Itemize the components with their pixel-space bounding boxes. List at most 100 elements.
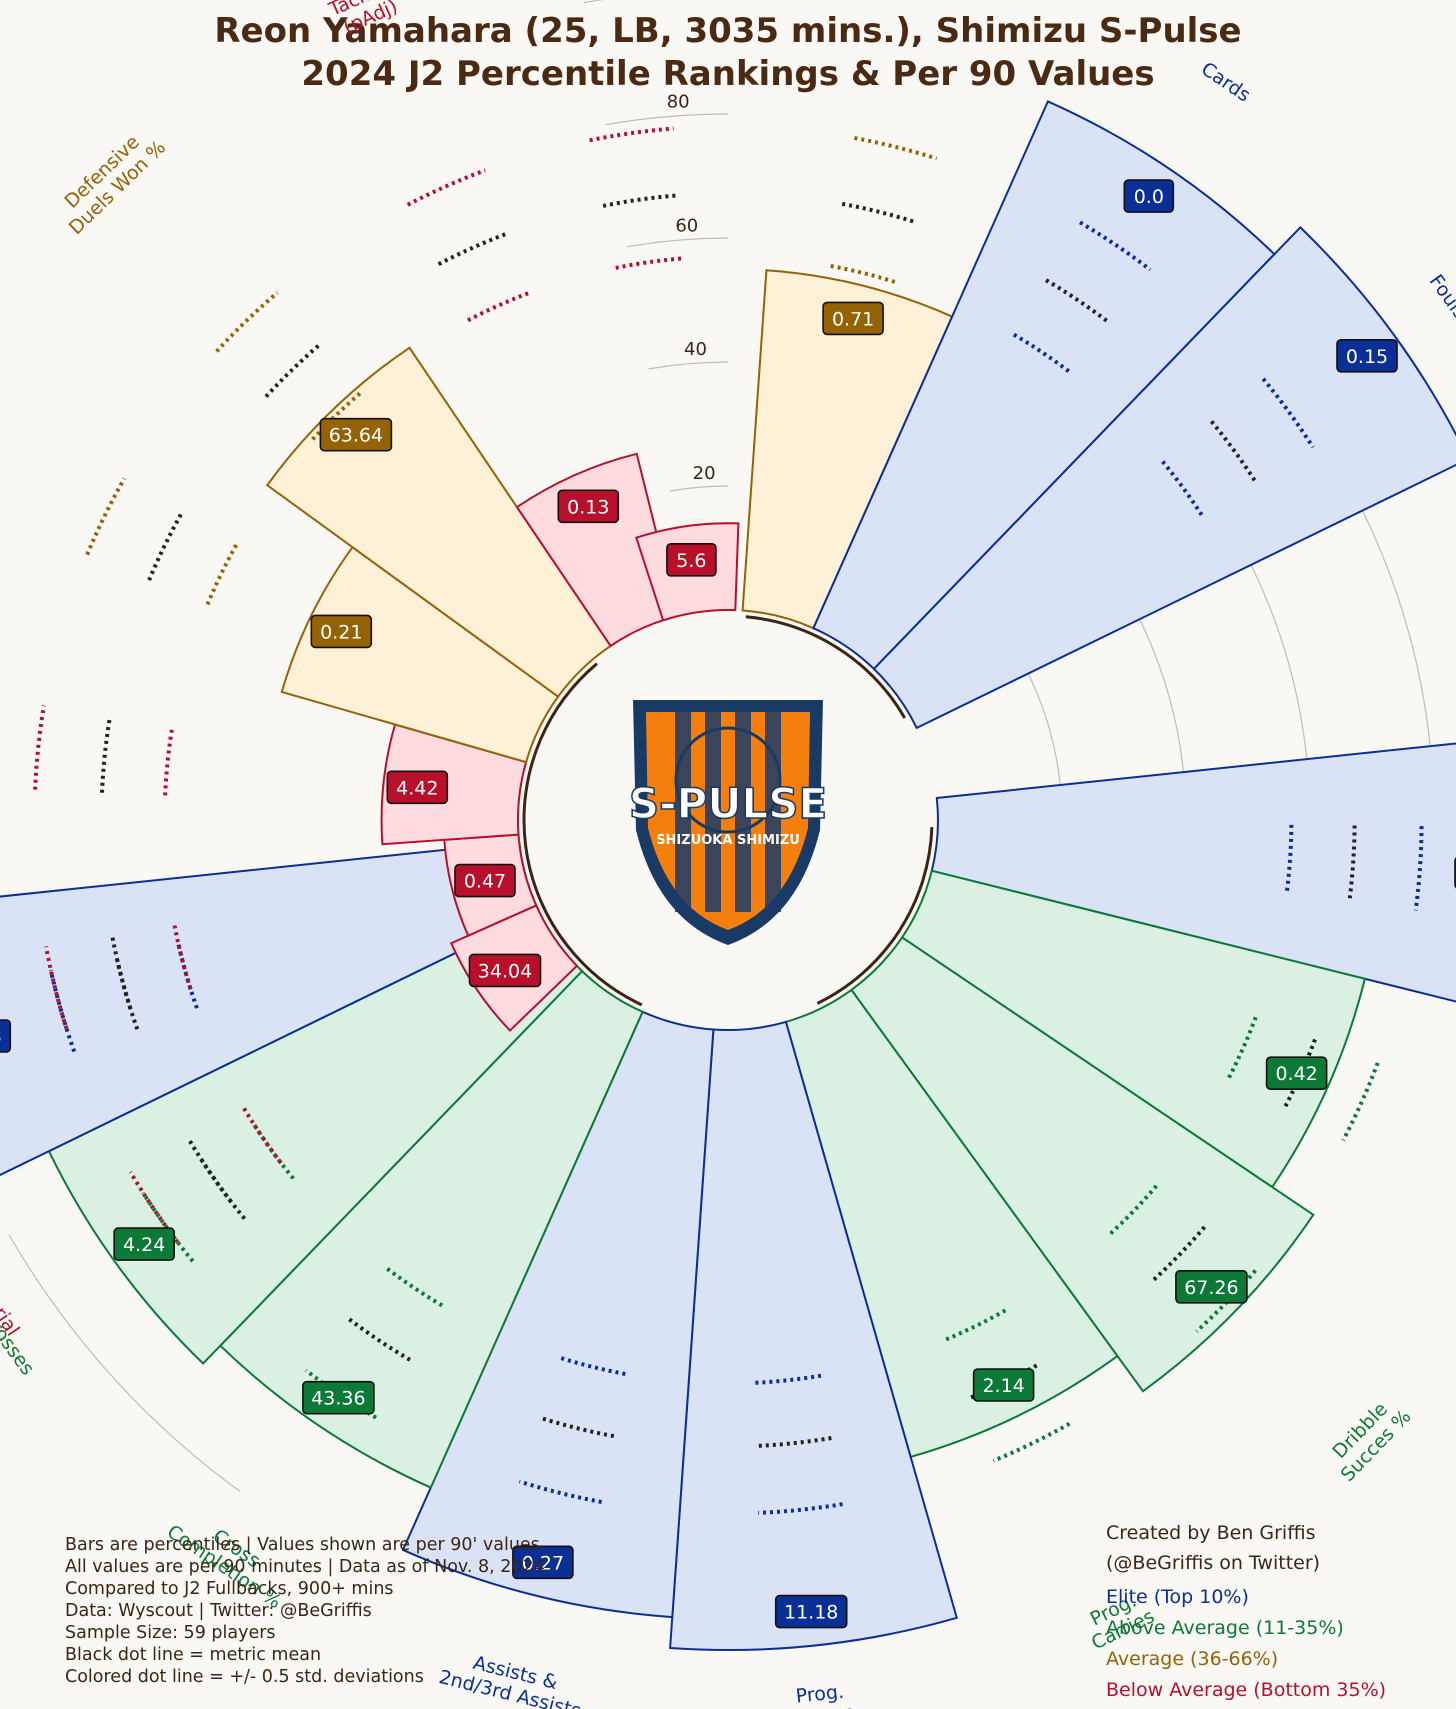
- metric-label-8: Assists &2nd/3rd Assists: [437, 1645, 589, 1709]
- radial-tick-label: 60: [675, 215, 698, 236]
- dot-line: [1341, 1062, 1380, 1142]
- logo-text: S-PULSE: [629, 779, 827, 828]
- dot-line: [830, 264, 899, 285]
- value-label-2: 0.15: [1336, 338, 1398, 373]
- value-label-0: 0.71: [822, 301, 884, 336]
- dot-line: [48, 969, 77, 1053]
- logo-stripe: [705, 712, 721, 912]
- dot-line: [383, 1265, 444, 1308]
- grid-arc: [1250, 564, 1310, 780]
- legend-average: Average (36-66%): [1106, 1648, 1279, 1670]
- svg-text:0.0: 0.0: [1134, 186, 1164, 208]
- bar-6: [784, 988, 1119, 1459]
- dot-line: [1150, 1225, 1207, 1284]
- dot-line: [406, 168, 486, 207]
- svg-text:0.27: 0.27: [522, 1552, 564, 1574]
- dot-line: [1347, 825, 1357, 903]
- svg-text:11.18: 11.18: [784, 1602, 838, 1624]
- note-line: All values are per 90 minutes | Data as …: [65, 1557, 545, 1577]
- dot-line: [186, 1136, 233, 1203]
- dot-line: [557, 1355, 626, 1376]
- svg-text:0.71: 0.71: [832, 308, 874, 330]
- bar-7: [669, 1020, 959, 1651]
- svg-text:2.14: 2.14: [982, 1375, 1024, 1397]
- dot-line: [33, 705, 46, 790]
- dot-line: [1161, 460, 1205, 519]
- grid-arc: [1027, 673, 1062, 797]
- value-label-6: 2.14: [972, 1368, 1035, 1402]
- svg-text:63.64: 63.64: [329, 425, 383, 447]
- bar-15: [280, 545, 560, 764]
- dot-line: [1044, 278, 1111, 325]
- svg-text:5.6: 5.6: [676, 550, 706, 572]
- svg-text:43.36: 43.36: [311, 1388, 365, 1410]
- dot-line: [538, 1415, 615, 1439]
- dot-line: [518, 1479, 602, 1504]
- dot-line: [85, 477, 127, 556]
- note-line: Colored dot line = +/- 0.5 std. deviatio…: [65, 1667, 424, 1687]
- svg-text:4.42: 4.42: [396, 777, 438, 799]
- dot-line: [1261, 377, 1315, 449]
- bar-1: [812, 100, 1276, 671]
- dot-line: [1413, 826, 1424, 911]
- dot-line: [589, 126, 674, 143]
- logo-subtext: SHIZUOKA SHIMIZU: [656, 833, 800, 848]
- inner-ring-arc: [816, 827, 934, 1005]
- bar-8: [401, 1010, 715, 1619]
- dot-line: [1078, 220, 1152, 272]
- club-logo: S-PULSE SHIZUOKA SHIMIZU: [628, 700, 828, 945]
- metric-label-17: Tackles(pAdj): [325, 0, 406, 41]
- note-line: Black dot line = metric mean: [65, 1645, 322, 1665]
- grid-arc: [669, 485, 729, 492]
- dot-line: [755, 1436, 832, 1448]
- note-line: Bars are percentiles | Values shown are …: [65, 1535, 540, 1555]
- value-label-9: 43.36: [302, 1380, 375, 1415]
- radial-tick-label: 80: [667, 92, 690, 113]
- dot-line: [147, 510, 185, 581]
- dot-line: [240, 1104, 283, 1165]
- dot-line: [437, 231, 510, 266]
- bar-3: [930, 742, 1456, 1003]
- logo-stripe: [735, 712, 751, 912]
- svg-text:0.21: 0.21: [320, 621, 362, 643]
- note-line: Sample Size: 59 players: [65, 1623, 276, 1643]
- dot-line: [176, 941, 199, 1009]
- dot-line: [345, 1315, 412, 1362]
- chart-notes: Bars are percentiles | Values shown are …: [65, 1534, 545, 1688]
- legend-below-average: Below Average (Bottom 35%): [1106, 1679, 1387, 1701]
- dot-line: [1225, 1016, 1258, 1082]
- grid-arc: [605, 113, 729, 126]
- dot-line: [44, 946, 69, 1030]
- dot-line: [163, 726, 175, 796]
- title-line-1: Reon Yamahara (25, LB, 3035 mins.), Shim…: [214, 11, 1242, 51]
- grid-arc: [626, 237, 729, 248]
- logo-globe: [674, 726, 782, 834]
- dot-line: [311, 390, 364, 441]
- svg-text:34.04: 34.04: [478, 960, 532, 982]
- credit-line: Created by Ben Griffis: [1106, 1522, 1316, 1544]
- value-labels: 0.710.00.150.270.4267.262.1411.180.2743.…: [0, 179, 1456, 1629]
- title-line-2: 2024 J2 Percentile Rankings & Per 90 Val…: [301, 54, 1155, 94]
- svg-text:0.47: 0.47: [464, 871, 506, 893]
- dot-line: [100, 716, 112, 793]
- value-label-1: 0.0: [1123, 179, 1175, 213]
- value-label-14: 4.42: [386, 770, 449, 805]
- bar-2: [872, 225, 1456, 730]
- credit-line: (@BeGriffis on Twitter): [1106, 1552, 1321, 1574]
- value-label-18: 5.6: [666, 542, 717, 577]
- dot-line: [1209, 420, 1259, 485]
- dot-line: [197, 1155, 247, 1220]
- dot-line: [128, 1170, 180, 1244]
- legend-above-average: Above Average (11-35%): [1106, 1617, 1344, 1639]
- dot-line: [1012, 332, 1073, 375]
- dot-line: [251, 1121, 295, 1180]
- dot-line: [841, 201, 918, 225]
- dot-line: [1107, 1184, 1158, 1237]
- value-label-13: 0.47: [454, 863, 516, 898]
- dot-line: [992, 1421, 1071, 1463]
- dot-line: [466, 290, 532, 323]
- grid-arc: [648, 361, 729, 370]
- legend-elite: Elite (Top 10%): [1106, 1586, 1249, 1608]
- dot-line: [215, 291, 279, 353]
